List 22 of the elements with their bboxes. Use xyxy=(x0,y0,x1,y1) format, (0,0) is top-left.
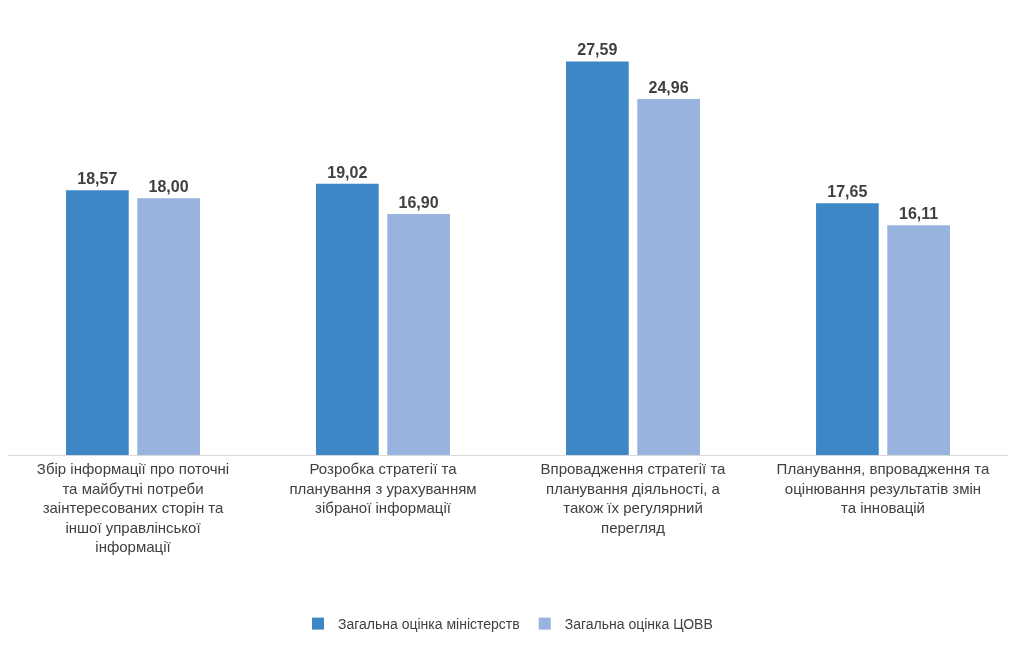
bar xyxy=(566,61,629,455)
bar xyxy=(887,225,950,455)
data-label: 18,00 xyxy=(148,178,189,196)
data-label: 17,65 xyxy=(827,183,868,201)
data-label: 24,96 xyxy=(648,78,689,96)
x-tick-label: Впровадження стратегії та планування діяльності, а також їх регулярний перегляд xyxy=(540,460,727,536)
data-label: 18,57 xyxy=(77,170,118,188)
x-tick-label: Збір інформації про поточні та майбутні потреби заінтересованих сторін та іншої управлінської інформації xyxy=(36,460,230,555)
bar xyxy=(137,198,200,455)
data-label: 16,90 xyxy=(398,193,439,211)
data-label: 19,02 xyxy=(327,163,368,181)
data-label: 16,11 xyxy=(899,205,939,223)
x-tick-label: Розробка стратегії та планування з урахуванням зібраної інформації xyxy=(289,460,477,516)
x-tick-label: Планування, впровадження та оцінювання результатів змін та інновацій xyxy=(776,460,991,516)
bar xyxy=(387,213,450,455)
legend-label: Загальна оцінка міністерств xyxy=(338,616,520,633)
bar xyxy=(316,183,379,455)
legend-label: Загальна оцінка ЦОВВ xyxy=(564,616,713,633)
bar xyxy=(66,190,129,455)
bar xyxy=(637,98,700,455)
data-label: 27,59 xyxy=(577,41,618,59)
bar xyxy=(816,203,879,455)
